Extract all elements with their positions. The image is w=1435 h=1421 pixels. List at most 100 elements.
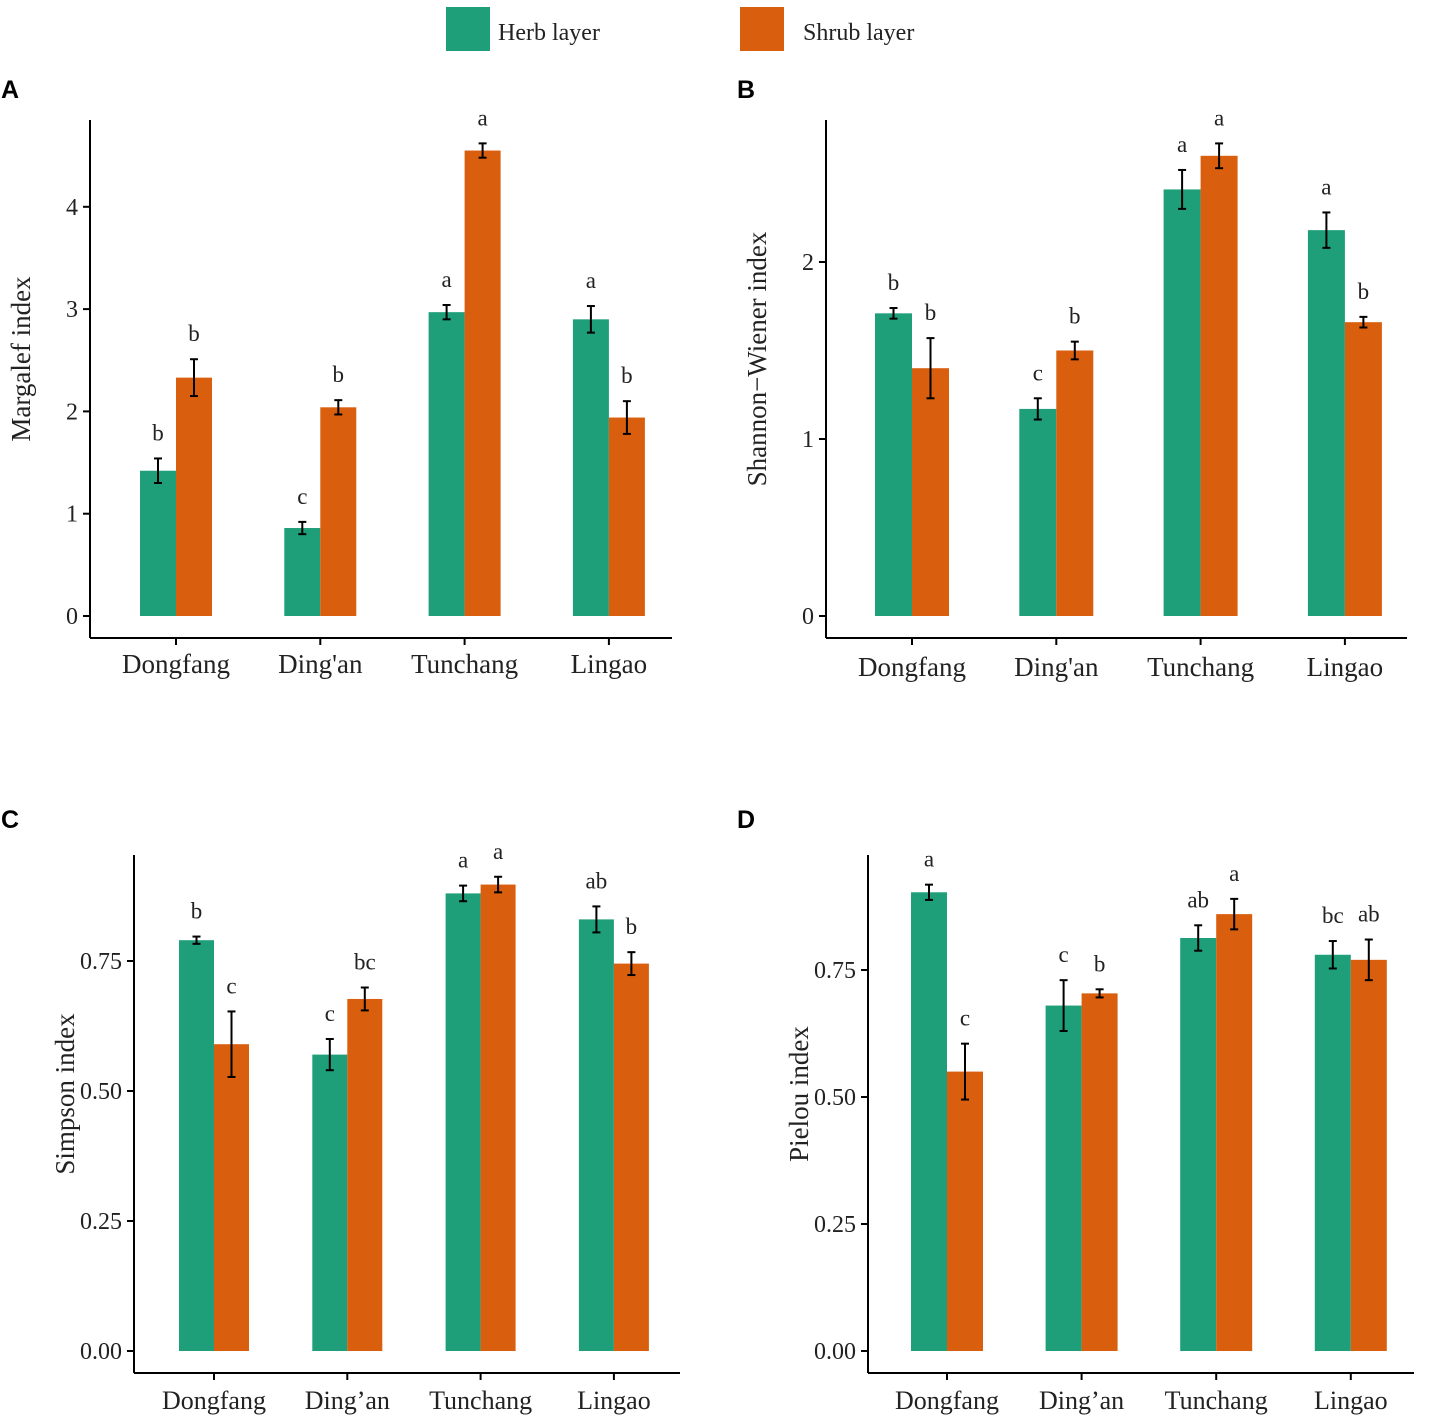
significance-letter: b (621, 363, 633, 388)
significance-letter: a (1321, 174, 1331, 199)
bar-herb-layer-ding-an (284, 528, 321, 616)
significance-letter: a (493, 839, 503, 864)
bar-herb-layer-lingao (578, 919, 614, 1351)
bar-shrub-layer-tunchang (1200, 155, 1238, 617)
bar-herb-layer-lingao (1314, 954, 1351, 1351)
y-tick-label: 0.00 (80, 1339, 122, 1365)
significance-letter: b (888, 270, 900, 295)
panel-a: A 0 1 2 3 4 Margalef index Dongfang b b Ding'an c b T… (1, 76, 672, 679)
y-tick-label: 0.25 (80, 1209, 122, 1235)
category-label-dongfang: Dongfang (858, 652, 966, 682)
y-tick-label: 0.75 (814, 958, 856, 984)
legend-label-herb-layer: Herb layer (498, 20, 600, 46)
significance-letter: b (152, 420, 164, 445)
bar-shrub-layer-dongfang (912, 368, 949, 616)
bar-shrub-layer-lingao (608, 417, 645, 616)
bar-shrub-layer-tunchang (1216, 914, 1253, 1351)
y-tick-label: 0.00 (814, 1339, 856, 1365)
category-label-tunchang: Tunchang (1147, 652, 1254, 682)
significance-letter: a (1177, 132, 1187, 157)
category-label-lingao: Lingao (1314, 1386, 1388, 1415)
category-label-ding-an: Ding’an (305, 1386, 390, 1415)
significance-letter: b (1094, 951, 1106, 976)
significance-letter: bc (1322, 903, 1344, 928)
legend-swatch-shrub-layer (740, 7, 784, 51)
significance-letter: ab (586, 868, 608, 893)
category-label-ding-an: Ding'an (278, 649, 363, 679)
significance-letter: c (226, 973, 236, 998)
category-label-tunchang: Tunchang (411, 649, 518, 679)
bar-herb-layer-ding-an (312, 1054, 348, 1351)
significance-letter: ab (1187, 887, 1209, 912)
category-label-ding-an: Ding’an (1039, 1386, 1124, 1415)
bar-herb-layer-dongfang (140, 470, 176, 616)
y-axis-title: Margalef index (6, 276, 36, 442)
category-label-dongfang: Dongfang (895, 1386, 999, 1415)
y-tick-label: 2 (802, 250, 814, 276)
legend-label-shrub-layer: Shrub layer (803, 20, 914, 46)
bar-herb-layer-ding-an (1045, 1005, 1082, 1351)
category-label-tunchang: Tunchang (1165, 1386, 1268, 1415)
y-tick-label: 0 (66, 604, 78, 630)
bar-shrub-layer-dongfang (176, 377, 212, 616)
significance-letter: b (191, 899, 203, 924)
y-axis-title: Pielou index (784, 1026, 814, 1162)
significance-letter: c (325, 1001, 335, 1026)
category-label-dongfang: Dongfang (122, 649, 230, 679)
significance-letter: a (477, 105, 487, 130)
significance-letter: a (1214, 105, 1224, 130)
y-tick-label: 0 (802, 604, 814, 630)
bar-herb-layer-dongfang (179, 940, 214, 1351)
significance-letter: c (1058, 942, 1068, 967)
category-label-lingao: Lingao (1307, 652, 1383, 682)
significance-letter: a (441, 267, 451, 292)
bar-shrub-layer-ding-an (1056, 350, 1094, 616)
significance-letter: bc (354, 950, 376, 975)
bar-shrub-layer-tunchang (480, 884, 516, 1351)
significance-letter: c (1033, 360, 1043, 385)
y-tick-label: 3 (66, 297, 78, 323)
significance-letter: b (1069, 304, 1081, 329)
y-tick-label: 1 (66, 502, 78, 528)
y-tick-label: 2 (66, 399, 78, 425)
category-label-lingao: Lingao (571, 649, 647, 679)
bar-shrub-layer-tunchang (464, 150, 501, 616)
panel-label: C (1, 806, 19, 834)
bar-shrub-layer-lingao (613, 963, 649, 1351)
significance-letter: b (925, 300, 937, 325)
significance-letter: c (960, 1006, 970, 1031)
y-tick-label: 0.75 (80, 949, 122, 975)
y-tick-label: 0.50 (814, 1085, 856, 1111)
bar-herb-layer-lingao (572, 319, 609, 616)
panel-label: B (737, 76, 755, 104)
bar-herb-layer-dongfang (911, 892, 947, 1351)
bar-shrub-layer-lingao (1344, 322, 1382, 616)
y-tick-label: 1 (802, 427, 814, 453)
significance-letter: b (626, 914, 638, 939)
panel-label: A (1, 76, 19, 104)
category-label-dongfang: Dongfang (162, 1386, 266, 1415)
bar-shrub-layer-dongfang (214, 1044, 249, 1351)
bar-herb-layer-tunchang (445, 893, 481, 1351)
significance-letter: a (458, 848, 468, 873)
bar-herb-layer-tunchang (1180, 937, 1217, 1351)
y-tick-label: 4 (66, 195, 78, 221)
category-label-tunchang: Tunchang (429, 1386, 532, 1415)
panel-label: D (737, 806, 755, 834)
bar-herb-layer-dongfang (875, 313, 912, 616)
bar-shrub-layer-ding-an (347, 998, 383, 1351)
significance-letter: ab (1358, 902, 1380, 927)
bar-shrub-layer-dongfang (947, 1071, 983, 1351)
category-label-ding-an: Ding'an (1014, 652, 1099, 682)
bar-shrub-layer-lingao (1350, 959, 1387, 1351)
significance-letter: a (924, 847, 934, 872)
legend: Herb layer Shrub layer (446, 7, 914, 51)
significance-letter: c (297, 484, 307, 509)
panel-d: D 0.00 0.25 0.50 0.75 Pielou index Dongfang a c D… (737, 806, 1414, 1415)
bar-herb-layer-ding-an (1019, 408, 1057, 616)
category-label-lingao: Lingao (577, 1386, 651, 1415)
